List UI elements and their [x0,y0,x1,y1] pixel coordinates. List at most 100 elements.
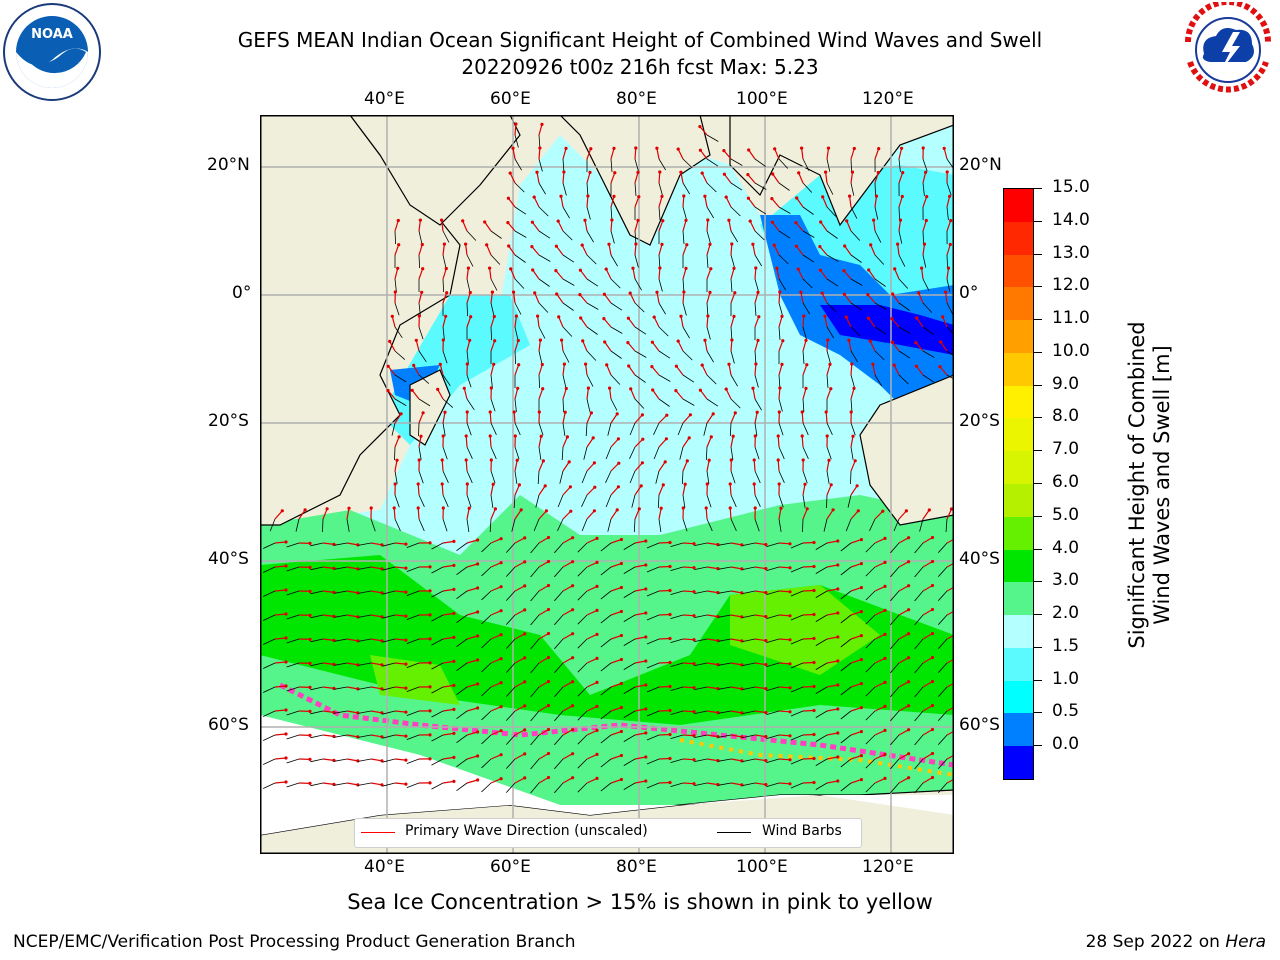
wave-arrow [778,387,781,400]
wave-arrow-head [476,706,480,710]
wind-barb [382,710,396,715]
colorbar-label-line1: Significant Height of Combined [1125,321,1149,649]
wave-arrow [730,339,733,352]
wind-barb [898,254,906,267]
wave-arrow [819,246,828,256]
wind-barb [790,542,804,549]
colorbar-segment [1004,484,1033,518]
wave-arrow [826,660,838,664]
wave-arrow-head [722,172,726,176]
wind-barb [890,638,900,650]
wave-arrow [706,219,709,232]
wave-arrow [730,268,735,280]
wind-barb [938,686,948,697]
wave-arrow [706,542,718,546]
wave-arrow [628,365,636,376]
wind-barb [874,230,882,243]
wind-barb [286,566,300,572]
map-legend: Primary Wave Direction (unscaled) Wind B… [354,818,862,848]
wind-barb [890,734,900,746]
wind-barb [442,230,450,243]
wave-arrow [754,542,766,546]
wave-arrow [586,412,592,424]
wave-arrow-head [683,482,687,486]
colorbar-segment [1004,647,1033,682]
ocean-peak-zone [730,585,880,675]
wave-arrow-head [661,483,665,487]
wave-arrow-head [777,410,781,414]
wave-arrow-head [921,146,925,150]
wind-barb [898,158,901,172]
wave-arrow [802,364,808,376]
wave-arrow [850,363,853,376]
wave-arrow [754,292,759,304]
wind-barb [466,422,472,436]
wave-arrow-head [770,220,774,224]
wave-arrow [514,561,525,568]
wind-barb [802,446,809,459]
wave-arrow-head [777,482,781,486]
wave-arrow-head [788,566,792,570]
wind-barb [334,734,348,738]
wave-arrow-head [794,244,799,248]
wave-arrow-head [949,507,954,511]
colorbar-tick-label: 11.0 [1052,308,1090,329]
wave-arrow-head [428,757,432,761]
wave-arrow [730,436,734,448]
wind-barb [506,566,516,577]
wave-arrow-head [740,567,744,571]
wave-arrow-head [685,459,689,463]
wave-arrow-head [924,170,928,174]
wave-arrow-head [732,266,736,270]
wave-arrow [413,365,420,376]
wind-barb [754,302,757,317]
wind-barb [456,758,468,768]
wind-barb [682,494,686,508]
wave-arrow-head [866,293,870,297]
wave-arrow-head [655,290,659,294]
wind-barb [823,518,828,532]
wave-arrow-head [399,412,403,416]
wind-barb [922,278,930,291]
wave-arrow-head [404,566,408,570]
wave-arrow [946,562,954,568]
wave-arrow-head [284,612,288,616]
wind-barb [538,302,549,313]
wind-barb [705,446,708,461]
wind-barb [610,326,623,334]
wave-arrow [922,656,933,664]
wave-arrow-head [804,338,808,342]
wave-arrow-head [571,776,575,780]
wave-arrow-head [608,386,612,390]
wind-barb [554,638,564,650]
wave-arrow-head [619,777,623,782]
wave-arrow [778,614,791,617]
wind-barb [742,638,756,642]
colorbar-segment [1004,680,1033,714]
wind-barb [826,158,831,172]
wind-barb [766,782,780,787]
wave-arrow-head [452,683,456,688]
colorbar-label: Significant Height of Combined Wind Wave… [1125,265,1175,705]
wind-barb [914,710,924,722]
wave-arrow [610,778,622,784]
wind-barb [577,686,588,697]
wave-arrow [534,292,540,304]
wave-arrow [538,704,549,712]
wave-arrow-head [555,292,559,296]
colorbar-segment [1004,746,1033,780]
wave-arrow-head [404,710,408,714]
wave-arrow [514,657,525,664]
wave-arrow [706,614,718,618]
wave-arrow [801,435,804,448]
wind-barb [514,134,519,148]
wave-arrow [490,316,495,328]
wave-arrow-head [679,314,683,318]
wave-arrow-head [626,316,630,320]
wave-arrow [562,585,573,592]
wave-arrow-head [828,362,832,366]
wave-arrow-head [754,266,758,270]
wind-barb [742,734,756,738]
wind-barb [310,686,324,691]
wave-arrow-head [842,269,846,273]
